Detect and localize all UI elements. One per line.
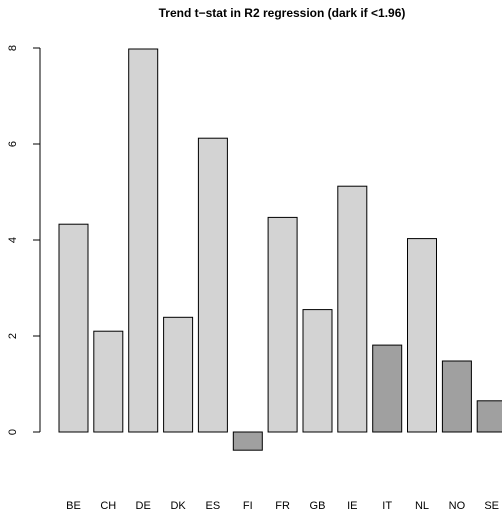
bar-dk (163, 316, 194, 433)
bar-ch (93, 330, 124, 433)
bar-it (372, 344, 403, 433)
y-tick-label: 4 (7, 237, 19, 243)
x-tick-label: FR (275, 500, 290, 512)
bar-es (197, 137, 228, 433)
x-tick-label: GB (310, 500, 326, 512)
x-tick-label: DK (170, 500, 186, 512)
x-tick-label: NL (415, 500, 429, 512)
y-tick-label: 0 (7, 429, 19, 435)
bars (58, 48, 502, 451)
bar-fr (267, 216, 298, 433)
bar-gb (302, 309, 333, 433)
x-tick-label: NO (449, 500, 466, 512)
bar-no (441, 360, 472, 433)
bar-fi (232, 431, 263, 451)
x-tick-label: DE (136, 500, 151, 512)
x-tick-label: IT (382, 500, 392, 512)
bar-de (128, 48, 159, 433)
y-axis: 0 2 4 6 8 (7, 45, 41, 435)
bar-be (58, 223, 89, 433)
y-tick-label: 2 (7, 333, 19, 339)
bar-ie (337, 185, 368, 433)
x-axis-labels: BE CH DE DK ES FI FR GB IE IT NL NO SE (66, 500, 499, 512)
x-tick-label: IE (347, 500, 357, 512)
y-tick-label: 8 (7, 45, 19, 51)
x-tick-label: CH (100, 500, 116, 512)
bar-nl (407, 238, 437, 433)
x-tick-label: FI (243, 500, 253, 512)
x-tick-label: ES (206, 500, 221, 512)
x-tick-label: SE (484, 500, 499, 512)
bar-se (476, 400, 502, 433)
x-tick-label: BE (66, 500, 81, 512)
chart-title: Trend t−stat in R2 regression (dark if <… (159, 6, 406, 20)
y-tick-label: 6 (7, 141, 19, 147)
